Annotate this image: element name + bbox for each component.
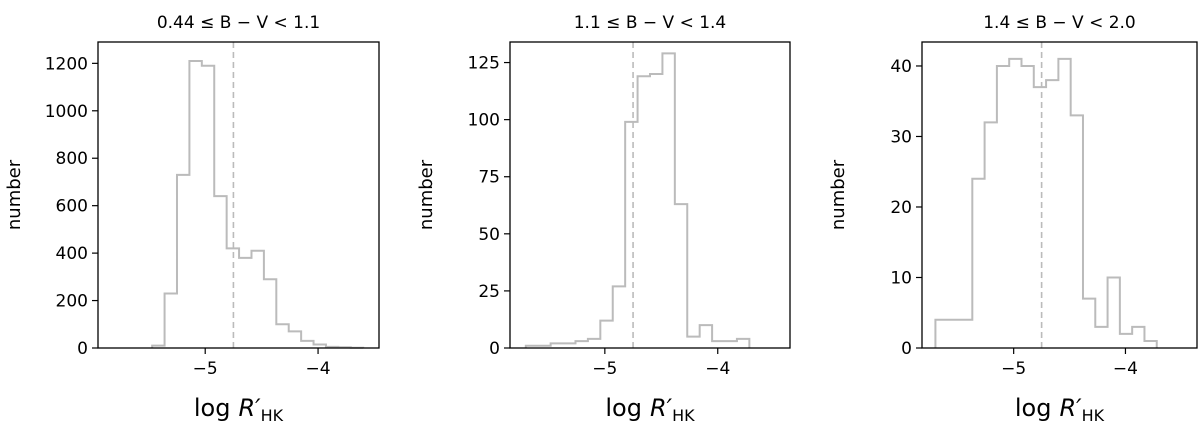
bin bbox=[1071, 115, 1083, 348]
bin bbox=[625, 122, 637, 348]
bin bbox=[251, 251, 263, 348]
bin bbox=[1009, 59, 1021, 348]
y-axis-label: number bbox=[4, 159, 25, 230]
y-axis-label: number bbox=[416, 159, 437, 230]
panel: 0.44 ≤ B − V < 1.1 0 200 400 600 800 1000 1200 −… bbox=[4, 13, 380, 425]
bin bbox=[1108, 277, 1120, 348]
y-tick-label: 75 bbox=[478, 168, 500, 188]
axes-frame bbox=[97, 41, 380, 349]
y-tick-label: 400 bbox=[56, 244, 88, 264]
bin bbox=[613, 286, 625, 348]
x-axis-label: log R′HK bbox=[1015, 394, 1105, 425]
bin bbox=[165, 293, 177, 348]
y-tick-label: 125 bbox=[468, 54, 500, 74]
x-tick-label: −4 bbox=[705, 359, 730, 379]
bin bbox=[301, 341, 313, 348]
x-label-log: log bbox=[194, 394, 231, 422]
bin bbox=[239, 258, 251, 348]
bin bbox=[662, 53, 674, 348]
bin bbox=[700, 325, 712, 348]
bin bbox=[1120, 334, 1132, 348]
x-label-sub: HK bbox=[672, 406, 695, 425]
axes-frame bbox=[509, 41, 791, 349]
y-tick-label: 600 bbox=[56, 197, 88, 217]
y-tick-label: 10 bbox=[890, 268, 912, 288]
bin bbox=[997, 66, 1009, 348]
x-axis-label: log R′HK bbox=[605, 394, 695, 425]
bin bbox=[737, 339, 749, 348]
y-axis-label: number bbox=[828, 159, 849, 230]
bin bbox=[202, 66, 214, 348]
x-tick-label: −4 bbox=[306, 359, 331, 379]
x-tick-label: −5 bbox=[1001, 359, 1026, 379]
bin bbox=[1095, 327, 1107, 348]
bin bbox=[177, 175, 189, 348]
panel: 1.1 ≤ B − V < 1.4 0 25 50 75 100 125 −5 −4 number… bbox=[416, 13, 791, 425]
bin bbox=[675, 204, 687, 348]
x-label-r: R′ bbox=[1059, 394, 1082, 422]
x-tick-label: −5 bbox=[592, 359, 617, 379]
y-tick-label: 200 bbox=[56, 292, 88, 312]
bin bbox=[985, 122, 997, 348]
panel: 1.4 ≤ B − V < 2.0 0 10 20 30 40 −5 −4 number log R… bbox=[828, 13, 1198, 425]
y-tick-label: 20 bbox=[890, 198, 912, 218]
bin bbox=[687, 337, 699, 348]
x-label-sub: HK bbox=[261, 406, 284, 425]
y-tick-label: 1000 bbox=[45, 102, 88, 122]
bin bbox=[289, 331, 301, 348]
bin bbox=[948, 320, 960, 348]
bin bbox=[1132, 327, 1144, 348]
axes-frame bbox=[921, 41, 1198, 349]
x-label-log: log bbox=[605, 394, 642, 422]
bin bbox=[1021, 66, 1033, 348]
bin bbox=[1058, 59, 1070, 348]
bin bbox=[1046, 80, 1058, 348]
y-tick-label: 100 bbox=[468, 111, 500, 131]
bin bbox=[1083, 299, 1095, 348]
bin bbox=[638, 76, 650, 348]
y-tick-label: 25 bbox=[478, 282, 500, 302]
bin bbox=[588, 339, 600, 348]
y-tick-label: 40 bbox=[890, 57, 912, 77]
bin bbox=[650, 74, 662, 348]
panel-title: 1.4 ≤ B − V < 2.0 bbox=[983, 13, 1136, 33]
y-tick-label: 0 bbox=[489, 339, 500, 359]
histogram-step bbox=[934, 57, 1158, 348]
x-tick-label: −5 bbox=[193, 359, 218, 379]
bin bbox=[189, 61, 201, 348]
bin bbox=[276, 324, 288, 348]
y-tick-label: 0 bbox=[901, 339, 912, 359]
bin bbox=[1034, 87, 1046, 348]
histogram-step bbox=[151, 59, 365, 349]
x-label-r: R′ bbox=[650, 394, 673, 422]
histogram-step bbox=[524, 52, 751, 348]
y-tick-label: 800 bbox=[56, 149, 88, 169]
y-tick-label: 50 bbox=[478, 225, 500, 245]
x-label-log: log bbox=[1015, 394, 1052, 422]
panel-title: 1.1 ≤ B − V < 1.4 bbox=[574, 13, 727, 33]
panel-title: 0.44 ≤ B − V < 1.1 bbox=[157, 13, 320, 33]
y-tick-label: 1200 bbox=[45, 54, 88, 74]
bin bbox=[935, 320, 947, 348]
x-axis-label: log R′HK bbox=[194, 394, 284, 425]
bin bbox=[712, 341, 724, 348]
bin bbox=[214, 196, 226, 348]
bin bbox=[600, 321, 612, 348]
bin bbox=[575, 341, 587, 348]
y-tick-label: 0 bbox=[77, 339, 88, 359]
bin bbox=[972, 179, 984, 348]
x-label-sub: HK bbox=[1082, 406, 1105, 425]
bin bbox=[1144, 341, 1156, 348]
y-tick-label: 30 bbox=[890, 127, 912, 147]
x-label-r: R′ bbox=[238, 394, 261, 422]
bin bbox=[725, 341, 737, 348]
bin bbox=[264, 279, 276, 348]
bin bbox=[960, 320, 972, 348]
x-tick-label: −4 bbox=[1113, 359, 1138, 379]
